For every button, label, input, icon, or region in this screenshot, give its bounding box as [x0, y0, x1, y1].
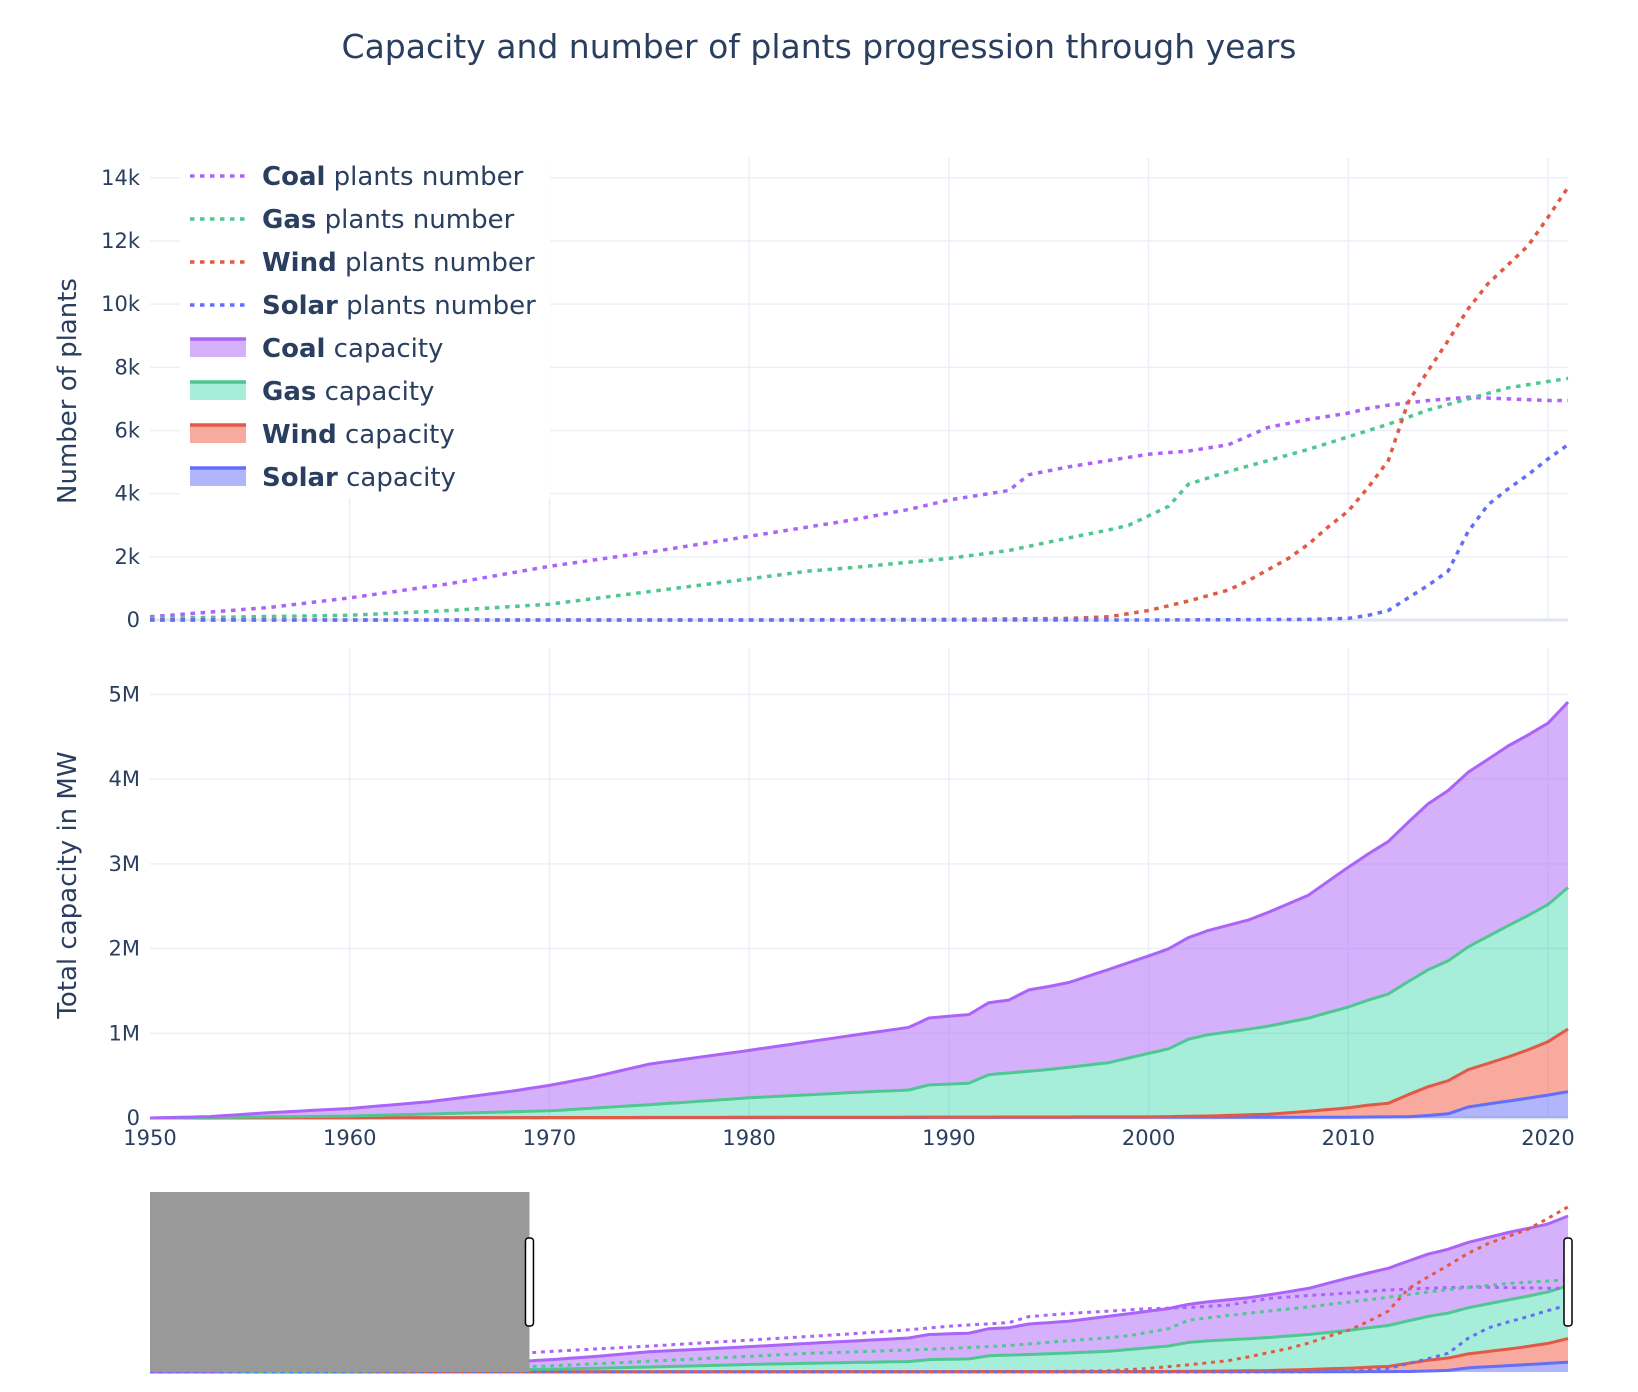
slider-handle-right[interactable] — [1563, 1237, 1573, 1327]
gas-plants-line — [149, 376, 1569, 621]
x-tick-label: 1970 — [523, 1126, 576, 1150]
legend-label-bold: Gas — [262, 205, 316, 235]
wind-capacity-area — [150, 1338, 1568, 1372]
wind-capacity-area — [150, 1029, 1568, 1118]
legend-label-bold: Coal — [262, 334, 325, 364]
coal-capacity-area — [150, 1216, 1568, 1372]
legend-item: Coal plants number — [190, 162, 524, 192]
x-tick-label: 2000 — [1122, 1126, 1175, 1150]
x-tick-label: 1990 — [922, 1126, 975, 1150]
chart-title: Capacity and number of plants progressio… — [342, 27, 1297, 66]
slider-mask-left — [150, 1192, 530, 1372]
legend-item: Wind plants number — [190, 248, 535, 278]
legend-label-bold: Gas — [262, 377, 316, 407]
legend-label: Wind plants number — [262, 248, 535, 278]
y-tick-label: 12k — [101, 229, 141, 253]
coal-plants-line — [149, 395, 1568, 619]
y-tick-label: 4k — [114, 482, 140, 506]
y-tick-label: 2k — [114, 545, 140, 569]
legend-label: Coal plants number — [262, 162, 524, 192]
y-tick-label: 8k — [114, 355, 140, 379]
range-slider[interactable] — [149, 1192, 1573, 1374]
x-tick-label: 2010 — [1322, 1126, 1375, 1150]
legend-label-bold: Solar — [262, 463, 338, 493]
legend-label-rest: plants number — [338, 291, 536, 321]
legend-label-bold: Wind — [262, 248, 337, 278]
legend-label: Solar capacity — [262, 463, 456, 493]
y-tick-label: 14k — [101, 166, 141, 190]
legend-label: Wind capacity — [262, 420, 455, 450]
legend-label-rest: capacity — [337, 420, 455, 450]
x-tick-label: 1960 — [323, 1126, 376, 1150]
y-tick-label: 5M — [109, 682, 140, 706]
legend-item: Coal capacity — [190, 334, 443, 364]
gas-capacity-line — [149, 886, 1569, 1120]
legend-label-rest: plants number — [325, 162, 523, 192]
x-tick-label: 1950 — [123, 1126, 176, 1150]
legend-area-swatch — [190, 425, 246, 443]
y-tick-label: 10k — [101, 292, 141, 316]
x-tick-label: 2020 — [1521, 1126, 1574, 1150]
legend-area-swatch — [190, 382, 246, 400]
y-tick-label: 3M — [109, 852, 140, 876]
legend-item: Solar plants number — [190, 291, 536, 321]
y-tick-label: 0 — [127, 1106, 140, 1130]
y-tick-label: 0 — [127, 608, 140, 632]
y-tick-label: 4M — [109, 767, 140, 791]
capacity-panel: 0 1M 2M 3M 4M 5M Total capacity in MW — [53, 648, 1570, 1130]
y-axis-title: Number of plants — [53, 278, 83, 504]
y-tick-label: 1M — [109, 1021, 140, 1045]
slider-handle-left[interactable] — [524, 1237, 535, 1327]
legend-label-rest: plants number — [337, 248, 535, 278]
legend-item: Gas plants number — [190, 205, 515, 235]
legend-label-rest: capacity — [325, 334, 443, 364]
x-tick-label: 1980 — [722, 1126, 775, 1150]
gas-capacity-area — [150, 887, 1568, 1118]
gas-capacity-area — [150, 1285, 1568, 1372]
wind-plants-line — [150, 186, 1570, 622]
legend-label-rest: capacity — [338, 463, 456, 493]
legend-label: Coal capacity — [262, 334, 443, 364]
coal-capacity-line — [149, 700, 1570, 1120]
legend-label: Gas capacity — [262, 377, 434, 407]
legend-label: Solar plants number — [262, 291, 536, 321]
legend-item: Wind capacity — [190, 420, 455, 450]
solar-plants-line — [150, 1303, 1569, 1374]
wind-capacity-line — [150, 1027, 1569, 1120]
solar-plants-line — [150, 443, 1570, 622]
y-tick-label: 2M — [109, 937, 140, 961]
coal-capacity-area — [150, 702, 1568, 1118]
legend-item: Solar capacity — [190, 463, 456, 493]
legend-label-bold: Wind — [262, 420, 337, 450]
legend-label-bold: Coal — [262, 162, 325, 192]
legend-label-rest: plants number — [316, 205, 514, 235]
y-axis-title: Total capacity in MW — [53, 751, 83, 1019]
legend-area-swatch — [190, 339, 246, 357]
legend-item: Gas capacity — [190, 377, 434, 407]
legend-label-bold: Solar — [262, 291, 338, 321]
legend-area-swatch — [190, 468, 246, 486]
legend-label: Gas plants number — [262, 205, 515, 235]
legend-label-rest: capacity — [316, 377, 434, 407]
y-tick-label: 6k — [114, 418, 140, 442]
x-axis: 1950 1960 1970 1980 1990 2000 2010 2020 — [123, 1126, 1574, 1150]
